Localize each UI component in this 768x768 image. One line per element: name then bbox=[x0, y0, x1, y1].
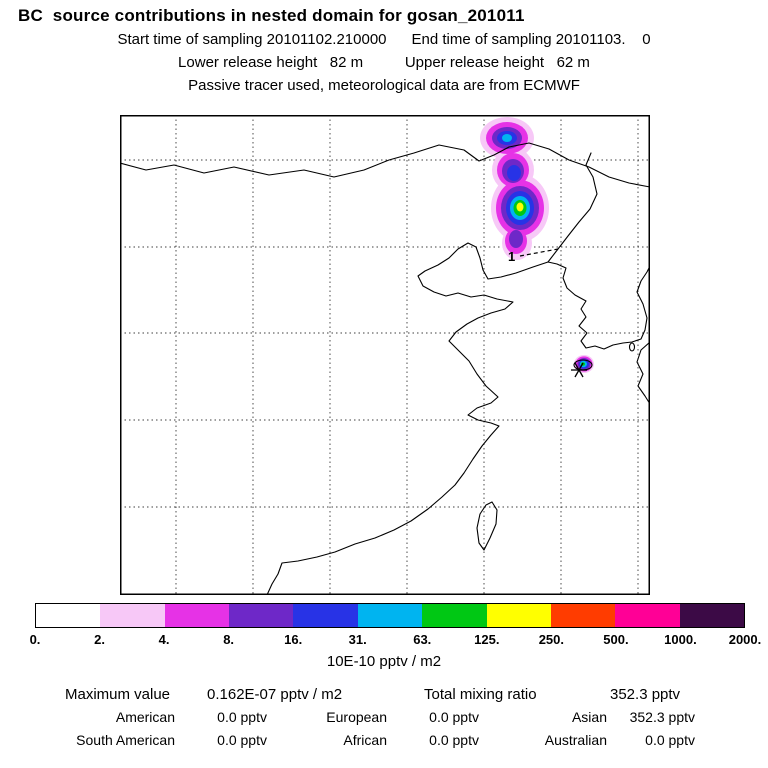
region-value: 0.0 pptv bbox=[217, 709, 267, 725]
colorbar-segment bbox=[293, 604, 358, 627]
colorbar-tick-label: 0. bbox=[29, 632, 41, 647]
colorbar-segment bbox=[36, 604, 101, 627]
plume bbox=[480, 117, 549, 260]
colorbar-unit-label: 10E-10 pptv / m2 bbox=[326, 653, 442, 670]
region-label: Asian bbox=[571, 709, 607, 725]
colorbar-segment bbox=[100, 604, 165, 627]
maximum-value-label: Maximum value bbox=[65, 686, 171, 703]
colorbar-tick-label: 2000. bbox=[728, 632, 762, 647]
region-value: 0.0 pptv bbox=[645, 732, 695, 748]
region-value: 0.0 pptv bbox=[217, 732, 267, 748]
release-height-line: Lower release height 82 m Upper release … bbox=[178, 54, 590, 71]
region-value: 352.3 pptv bbox=[629, 709, 695, 725]
colorbar-segment bbox=[486, 604, 551, 627]
nk-china-border bbox=[547, 152, 598, 263]
region-label: American bbox=[115, 709, 175, 725]
region-label: African bbox=[343, 732, 387, 748]
kyushu-coastline bbox=[636, 341, 651, 405]
source-label: 1 bbox=[508, 249, 515, 264]
colorbar-tick-label: 250. bbox=[538, 632, 565, 647]
region-label: Australian bbox=[544, 732, 607, 748]
colorbar-tick-label: 4. bbox=[158, 632, 170, 647]
gridlines bbox=[120, 115, 650, 595]
region-label: European bbox=[326, 709, 387, 725]
colorbar-tick-label: 500. bbox=[603, 632, 629, 647]
colorbar-tick-label: 16. bbox=[284, 632, 303, 647]
total-mixing-ratio-label: Total mixing ratio bbox=[424, 686, 537, 703]
map-canvas: 1 bbox=[119, 115, 651, 596]
maximum-value: 0.162E-07 pptv / m2 bbox=[207, 686, 343, 703]
plot-title: BC source contributions in nested domain… bbox=[18, 6, 525, 25]
northern-border bbox=[119, 142, 651, 188]
colorbar-tick-label: 2. bbox=[94, 632, 105, 647]
region-stats-row-2: South American 0.0 pptv African 0.0 pptv… bbox=[35, 732, 695, 748]
colorbar-segment bbox=[550, 604, 616, 627]
colorbar-segment bbox=[422, 604, 487, 627]
colorbar-segment bbox=[357, 604, 423, 627]
colorbar-segment bbox=[615, 604, 680, 627]
colorbar-tick-label: 31. bbox=[348, 632, 367, 647]
colorbar-segment bbox=[679, 604, 744, 627]
receptor-asterisk-icon bbox=[571, 362, 587, 378]
taiwan-island bbox=[476, 501, 498, 551]
source-marker: 1 bbox=[508, 248, 559, 264]
total-mixing-ratio-value: 352.3 pptv bbox=[610, 686, 681, 703]
colorbar-tick-label: 8. bbox=[223, 632, 235, 647]
region-stats-row-1: American 0.0 pptv European 0.0 pptv Asia… bbox=[35, 709, 695, 725]
colorbar-tick-label: 1000. bbox=[664, 632, 697, 647]
colorbar-segment bbox=[164, 604, 230, 627]
region-label: South American bbox=[76, 732, 175, 748]
tracer-info-line: Passive tracer used, meteorological data… bbox=[188, 77, 580, 94]
colorbar-tick-label: 125. bbox=[474, 632, 500, 647]
map: 1 bbox=[119, 115, 651, 596]
tsushima-island bbox=[628, 342, 636, 352]
map-frame bbox=[120, 115, 650, 595]
colorbar-segments bbox=[36, 604, 744, 627]
region-value: 0.0 pptv bbox=[429, 709, 479, 725]
colorbar bbox=[35, 603, 745, 628]
colorbar-ticks: 0. 2. 4. 8. 16. 31. 63. 125. 250. 500. 1000. 2000. bbox=[30, 632, 762, 648]
colorbar-tick-label: 63. bbox=[413, 632, 432, 647]
region-value: 0.0 pptv bbox=[429, 732, 479, 748]
colorbar-segment bbox=[229, 604, 294, 627]
coastlines bbox=[119, 142, 651, 596]
china-coastline bbox=[266, 242, 549, 596]
korea-coastline bbox=[547, 261, 651, 350]
sampling-time-line: Start time of sampling 20101102.210000 E… bbox=[117, 31, 651, 48]
